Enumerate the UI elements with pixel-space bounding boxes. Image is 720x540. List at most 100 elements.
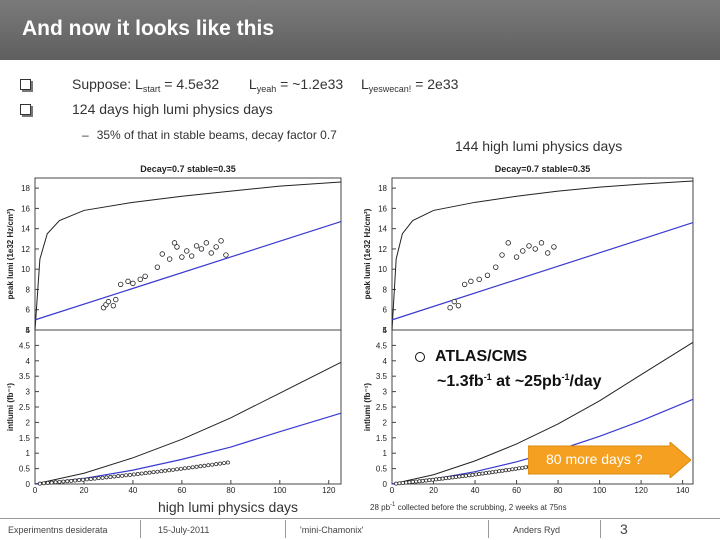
peak-lumi-point [493,264,499,270]
footer-left: Experimentns desiderata [8,525,108,535]
int-lumi-point [430,477,435,482]
int-lumi-point [417,479,422,484]
int-lumi-point [507,467,512,472]
atlas-rate: ~1.3fb-1 at ~25pb-1/day [437,372,602,391]
int-lumi-point [510,467,515,472]
int-lumi-point [69,478,74,483]
int-lumi-point [112,474,117,479]
int-lumi-point [407,480,412,485]
x-tick-label: 140 [676,486,690,495]
int-lumi-point [206,463,211,468]
peak-lumi-point [544,250,551,256]
y-tick-label-top: 14 [21,225,30,234]
footer-author: Anders Ryd [513,525,561,535]
atlas-title: ATLAS/CMS [435,348,528,365]
int-lumi-point [463,473,468,478]
peak-lumi-point [526,243,532,249]
peak-lumi-point [142,273,148,279]
peak-lumi-point [159,251,165,257]
y-tick-label-bottom: 4 [383,357,388,366]
peak-lumi-point [174,244,180,250]
int-lumi-point [490,470,495,475]
y-tick-label-bottom: 0 [26,480,31,489]
int-lumi-point [222,461,226,465]
y-tick-label-bottom: 0.5 [19,465,31,474]
y-tick-label-bottom: 3.5 [19,372,31,381]
int-lumi-point [467,473,472,478]
int-lumi-point [427,478,432,483]
sub-bullet-dash: – [82,128,89,142]
y-tick-label-top: 4 [26,326,31,335]
int-lumi-point [61,479,66,484]
int-lumi-point [198,464,203,469]
int-lumi-point [147,470,152,475]
peak-lumi-point [551,244,557,250]
peak-lumi-point [451,298,457,305]
int-lumi-point [410,479,415,484]
bullet-box-icon [20,104,31,115]
x-tick-label: 40 [128,486,137,495]
int-lumi-point [503,468,508,473]
y-tick-label-top: 8 [383,285,388,294]
y-tick-label-bottom: 2.5 [19,403,31,412]
peak-lumi-point [193,243,200,249]
int-lumi-point [437,477,442,481]
peak-lumi-point [130,280,136,287]
peak-theory-line [391,222,694,321]
chart-title: Decay=0.7 stable=0.35 [495,164,591,174]
int-lumi-point [404,480,409,485]
scrubbing-note: 28 pb-1 collected before the scrubbing, … [370,502,567,512]
title-bar: And now it looks like this [0,0,720,60]
right-caption: 144 high lumi physics days [455,138,623,154]
int-lumi-point [45,480,50,485]
int-lumi-point [104,475,109,480]
int-lumi-point [487,470,492,475]
y-axis-label-bottom: intlumi (fb⁻¹) [363,383,372,432]
y-tick-label-top: 18 [21,184,30,193]
slide-title: And now it looks like this [22,17,275,40]
int-lumi-point [151,470,156,475]
y-axis-label-top: peak lumi (1e32 Hz/cm²) [6,208,15,299]
int-lumi-point [163,468,168,473]
x-tick-label: 60 [177,486,186,495]
x-tick-label: 20 [80,486,89,495]
atlas-rate-b: at ~25pb [491,373,562,390]
sub-bullet: –35% of that in stable beams, decay fact… [82,128,337,142]
int-lumi-point [477,472,482,476]
int-lumi-point [470,472,475,477]
int-lumi-point [500,468,505,473]
int-lumi-point [96,476,101,481]
peak-lumi-point [203,240,210,246]
peak-lumi-point [505,240,511,246]
x-tick-label: 100 [273,486,287,495]
int-lumi-point [460,474,465,479]
int-lumi-point [225,460,230,465]
int-lumi-point [202,463,207,468]
x-tick-label: 80 [226,486,235,495]
peak-lumi-point [461,281,468,288]
y-tick-label-top: 10 [21,265,30,274]
int-lumi-point [53,480,58,485]
int-lumi-point [517,466,521,471]
int-lumi-point [178,466,183,471]
int-lumi-point [194,464,199,469]
arrow-text: 80 more days ? [546,451,643,467]
peak-lumi-point [117,281,124,288]
int-lumi-point [143,471,148,476]
y-tick-label-top: 16 [21,204,30,213]
peak-lumi-point [476,276,482,283]
int-lumi-point [120,473,125,478]
int-lumi-point [84,477,89,482]
right-arrow-icon [528,442,691,478]
peak-lumi-point [171,240,178,246]
y-tick-label-top: 12 [378,245,387,254]
int-lumi-point [128,472,132,477]
l-yeah-sub: yeah [256,84,277,94]
peak-lumi-point [484,272,491,278]
y-tick-label-bottom: 3 [383,388,388,397]
y-tick-label-top: 8 [26,285,31,294]
int-stable-curve [34,412,342,485]
int-lumi-point [175,467,179,472]
x-tick-label: 100 [593,486,607,495]
l-yes-label: L [360,76,369,92]
